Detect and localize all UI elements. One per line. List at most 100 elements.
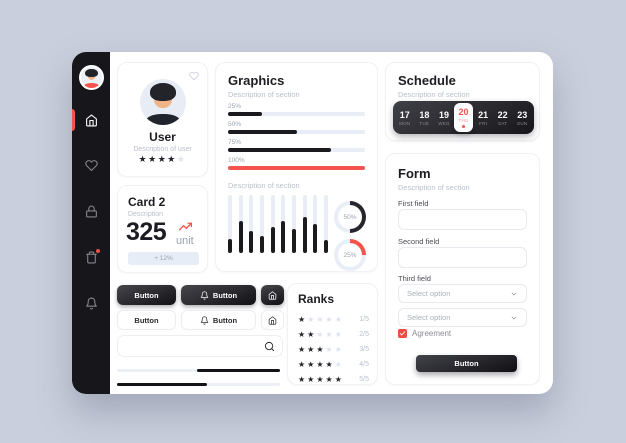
rank-stars: ★★★★★ xyxy=(298,345,344,354)
sidebar-item-security[interactable] xyxy=(72,199,110,223)
progress-row: 75% xyxy=(228,139,365,152)
schedule-day-selected[interactable]: 20 THU xyxy=(453,103,474,132)
rank-stars: ★★★★★ xyxy=(298,360,344,369)
chart-bar-fill xyxy=(313,224,318,253)
schedule-day[interactable]: 22 SAT xyxy=(493,103,513,132)
stat-value: 325 xyxy=(126,218,167,246)
chart-bar xyxy=(259,195,264,253)
main-panel: User Description of user ★★★★★ Card 2 De… xyxy=(72,52,553,394)
progress-row: 50% xyxy=(228,121,365,134)
solid-button[interactable]: Button xyxy=(117,285,176,305)
progress-fill xyxy=(228,166,365,170)
star-icon: ★ xyxy=(334,375,344,384)
chart-bar xyxy=(281,195,286,253)
graphics-title: Graphics xyxy=(228,73,285,88)
slider-fill xyxy=(117,383,207,386)
rank-row: ★★★★★ 4/5 xyxy=(298,357,369,372)
first-field-input[interactable] xyxy=(398,209,527,230)
outline-button[interactable]: Button xyxy=(117,310,176,330)
schedule-day[interactable]: 23 SUN xyxy=(512,103,532,132)
first-field-label: First field xyxy=(398,199,429,208)
home-icon xyxy=(268,315,277,325)
progress-track xyxy=(228,130,365,134)
home-icon xyxy=(268,290,277,300)
schedule-description: Description of section xyxy=(398,90,470,99)
star-icon: ★ xyxy=(307,315,317,324)
chart-bar-fill xyxy=(302,217,307,253)
schedule-day[interactable]: 19 WED xyxy=(434,103,454,132)
stat-card-title: Card 2 xyxy=(128,195,166,209)
star-icon: ★ xyxy=(298,330,308,339)
rank-stars: ★★★★★ xyxy=(298,375,344,384)
progress-track xyxy=(228,166,365,170)
progress-label: 50% xyxy=(228,121,242,128)
second-field-input[interactable] xyxy=(398,247,527,268)
schedule-day[interactable]: 17 MON xyxy=(395,103,415,132)
chart-bar-fill xyxy=(323,240,328,253)
solid-icon-button[interactable] xyxy=(261,285,284,305)
user-card-title: User xyxy=(149,130,176,144)
search-icon[interactable] xyxy=(264,341,275,352)
sidebar-item-notifications[interactable] xyxy=(72,291,110,315)
submit-button[interactable]: Button xyxy=(416,355,517,372)
outline-icon-button[interactable] xyxy=(261,310,284,330)
sidebar-item-trash[interactable] xyxy=(72,245,110,269)
progress-label: 75% xyxy=(228,139,242,146)
select-option-2[interactable]: Select option xyxy=(398,308,527,327)
star-icon: ★ xyxy=(157,154,168,164)
solid-bell-button[interactable]: Button xyxy=(181,285,256,305)
star-icon: ★ xyxy=(167,154,177,164)
star-icon: ★ xyxy=(307,330,317,339)
rank-label: 1/5 xyxy=(359,316,369,323)
star-icon: ★ xyxy=(316,375,326,384)
chart-description: Description of section xyxy=(228,181,300,190)
select-placeholder: Select option xyxy=(407,313,451,322)
progress-list: 25% 50% 75% 100% xyxy=(228,103,365,175)
ranks-card: Ranks ★★★★★ 1/5 ★★★★★ 2/5 ★★★★★ 3/5 ★★★★★ 4/5 ★★… xyxy=(287,283,378,385)
check-icon xyxy=(399,331,406,336)
donut-chart: 25% xyxy=(334,239,366,271)
progress-row: 100% xyxy=(228,157,365,170)
chart-bar xyxy=(270,195,275,253)
day-number: 20 xyxy=(458,107,469,117)
star-icon: ★ xyxy=(176,154,187,164)
active-indicator xyxy=(72,109,75,131)
chart-bar xyxy=(228,195,232,253)
agreement-checkbox[interactable] xyxy=(398,329,407,338)
progress-fill xyxy=(228,112,263,116)
progress-fill xyxy=(228,148,331,152)
star-icon: ★ xyxy=(316,345,326,354)
search-input[interactable] xyxy=(126,338,260,356)
button-label: Button xyxy=(212,315,238,325)
heart-icon xyxy=(84,159,98,171)
rank-row: ★★★★★ 1/5 xyxy=(298,312,369,327)
rank-stars: ★★★★★ xyxy=(298,315,344,324)
select-option-1[interactable]: Select option xyxy=(398,284,527,303)
schedule-day[interactable]: 21 FRI xyxy=(473,103,493,132)
progress-label: 100% xyxy=(228,157,245,164)
favorite-icon[interactable] xyxy=(189,71,199,81)
sidebar-item-favorites[interactable] xyxy=(72,153,110,177)
progress-track xyxy=(228,148,365,152)
graphics-description: Description of section xyxy=(228,90,300,99)
schedule-bar: 17 MON 18 TUE 19 WED 20 THU 21 FRI 22 SAT 23 SUN xyxy=(393,101,534,134)
day-abbr: MON xyxy=(399,120,411,126)
outline-bell-button[interactable]: Button xyxy=(181,310,256,330)
star-icon: ★ xyxy=(298,360,308,369)
chart-bar xyxy=(238,195,243,253)
ranks-title: Ranks xyxy=(298,292,335,306)
third-field-label: Third field xyxy=(398,274,431,283)
slider[interactable] xyxy=(117,383,280,386)
schedule-day[interactable]: 18 TUE xyxy=(415,103,435,132)
second-field-label: Second field xyxy=(398,237,440,246)
slider-fill xyxy=(196,369,280,372)
star-icon: ★ xyxy=(334,330,344,339)
avatar[interactable] xyxy=(79,65,104,90)
star-icon: ★ xyxy=(307,375,317,384)
sidebar-item-home[interactable] xyxy=(72,108,110,132)
slider[interactable] xyxy=(117,369,280,372)
progress-fill xyxy=(228,130,297,134)
star-icon: ★ xyxy=(316,330,326,339)
button-label: Button xyxy=(134,315,159,325)
select-placeholder: Select option xyxy=(407,289,451,298)
